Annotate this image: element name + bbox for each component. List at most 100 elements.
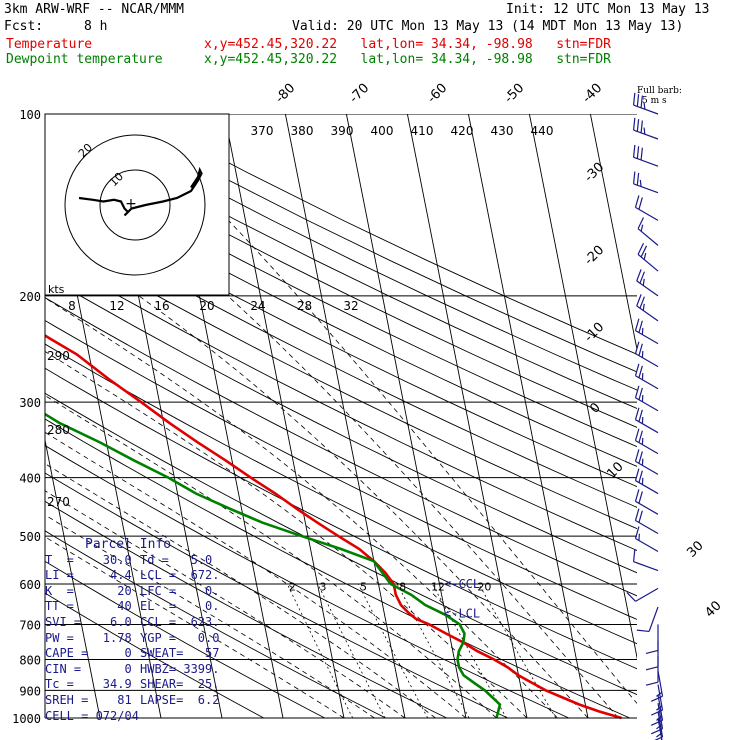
wind-barb-flag [640,224,644,232]
parcel-row: Tc = 34.9 SHEAR= 25. [45,677,235,693]
dry-adiabat-line [45,133,637,428]
parcel-row: LI = 4.4 LCL = 672. [45,568,235,584]
wind-barb [632,144,659,167]
wind-barb-flag [632,171,636,184]
wind-barb-flag [634,508,640,521]
wind-barb-flag [638,430,643,443]
hodograph-speed-tick: 32 [343,299,358,313]
dry-adiabat-line [45,592,265,719]
dry-adiabat-line [45,232,637,530]
wind-barb-flag [636,294,642,307]
hodograph-speed-tick: 12 [109,299,124,313]
barb-key-label: Full barb: [637,86,682,96]
wind-barb-shaft [637,253,659,272]
dry-adiabat-line [45,191,637,488]
isotherm-label: -70 [347,81,373,107]
wind-barb-flag [643,102,646,110]
wind-barb-flag [637,242,645,255]
dry-adiabat-label: 270 [47,495,70,509]
dry-adiabat-line [45,211,637,508]
mixing-ratio-line [286,583,354,719]
parcel-row: CELL = 072/04 [45,709,235,725]
wind-barb-flag [636,94,640,107]
wind-barb-flag [639,179,642,187]
dewpoint-point-info: x,y=452.45,320.22 lat,lon= 34.34, -98.98… [204,52,611,67]
wind-barb-flag [636,269,642,282]
parcel-value: LCL = 672. [140,568,220,583]
wind-barb-flag [645,681,659,686]
wind-barb-shaft [635,353,659,368]
wind-barb-flag [634,468,640,481]
wind-barb [632,549,659,572]
wind-barb-shaft [635,587,659,602]
dry-adiabat-label: 290 [47,349,70,363]
parcel-value: LI = 4.4 [45,568,132,583]
parcel-info-panel: Parcel Info T = 30.0 Td = 5.0 LI = 4.4 LCL … [45,537,235,724]
wind-barb [650,670,664,702]
wind-barb [634,195,659,221]
wind-barb-flag [640,147,643,161]
wind-barb-shaft [635,440,659,455]
wind-barb [634,428,659,455]
parcel-value: SHEAR= 25. [140,677,220,692]
wind-barb [632,117,659,140]
parcel-value: K = 20 [45,583,132,598]
init-time: Init: 12 UTC Mon 13 May 13 [506,2,710,17]
dry-adiabat-label: 280 [47,423,70,437]
mixing-ratio-label: 2 [289,580,296,593]
pressure-tick-label: 300 [19,396,41,410]
wind-barb-flag [654,736,663,740]
wind-barb-flag [645,666,659,671]
wind-barb-flag [634,526,640,539]
parcel-value: TT = 40 [45,599,132,614]
isotherm-label: 10 [604,459,626,481]
moist-adiabat-line [45,395,497,719]
parcel-value: SREH = 81 [45,692,132,707]
hodograph-speed-tick: 16 [154,299,169,313]
wind-barb-flag [634,489,640,502]
wind-barb-flag [634,363,640,376]
wind-barb-shaft [635,397,659,412]
wind-barb-flag [638,510,643,523]
mixing-ratio-line [396,583,470,719]
parcel-value: CIN = 0 [45,661,132,676]
wind-barb-flag [643,127,646,135]
parcel-row: SREH = 81 LAPSE= 6.2 [45,693,235,709]
wind-barb-flag [638,387,643,400]
wind-barb-shaft [635,537,659,552]
parcel-value: Td = 5.0 [140,552,213,567]
wind-barb [634,489,659,515]
valid-time: Valid: 20 UTC Mon 13 May 13 (14 MDT Mon … [292,19,684,34]
level-annotation: <-LCL [444,607,480,621]
pressure-tick-label: 900 [19,684,41,698]
dewpoint-legend-label: Dewpoint temperature [6,52,163,67]
forecast-label: Fcst: [4,19,44,34]
dry-adiabat-line [45,418,630,719]
model-title: 3km ARW-WRF -- NCAR/MMM [4,2,185,17]
wind-barb-flag [638,491,643,504]
pressure-tick-label: 800 [19,653,41,667]
wind-barb [632,171,659,194]
parcel-row: CAPE = 0 SWEAT= 57 [45,646,235,662]
mixing-ratio-line [478,583,557,719]
hodograph-ring [99,169,171,241]
wind-barb-shaft [633,561,659,572]
pressure-tick-label: 1000 [12,712,41,726]
wind-barb [636,606,659,633]
wind-barb [637,217,659,246]
wind-barb-shaft [635,330,659,345]
parcel-value: CELL = 072/04 [45,708,139,723]
hodograph-speed-tick: 24 [250,299,265,313]
theta-e-label: 430 [491,124,514,138]
parcel-value: SWEAT= 57 [140,646,220,661]
wind-barb-flag [632,549,636,562]
wind-barb-flag [638,409,643,422]
dry-adiabat-line [45,500,447,719]
wind-barb-flag [632,117,636,131]
pressure-tick-label: 400 [19,472,41,486]
dry-adiabat-line [72,114,637,391]
wind-barb-flag [634,428,640,441]
moist-adiabat-line [45,514,375,719]
isotherm-line [284,114,406,719]
isotherm-label: -40 [580,81,606,107]
